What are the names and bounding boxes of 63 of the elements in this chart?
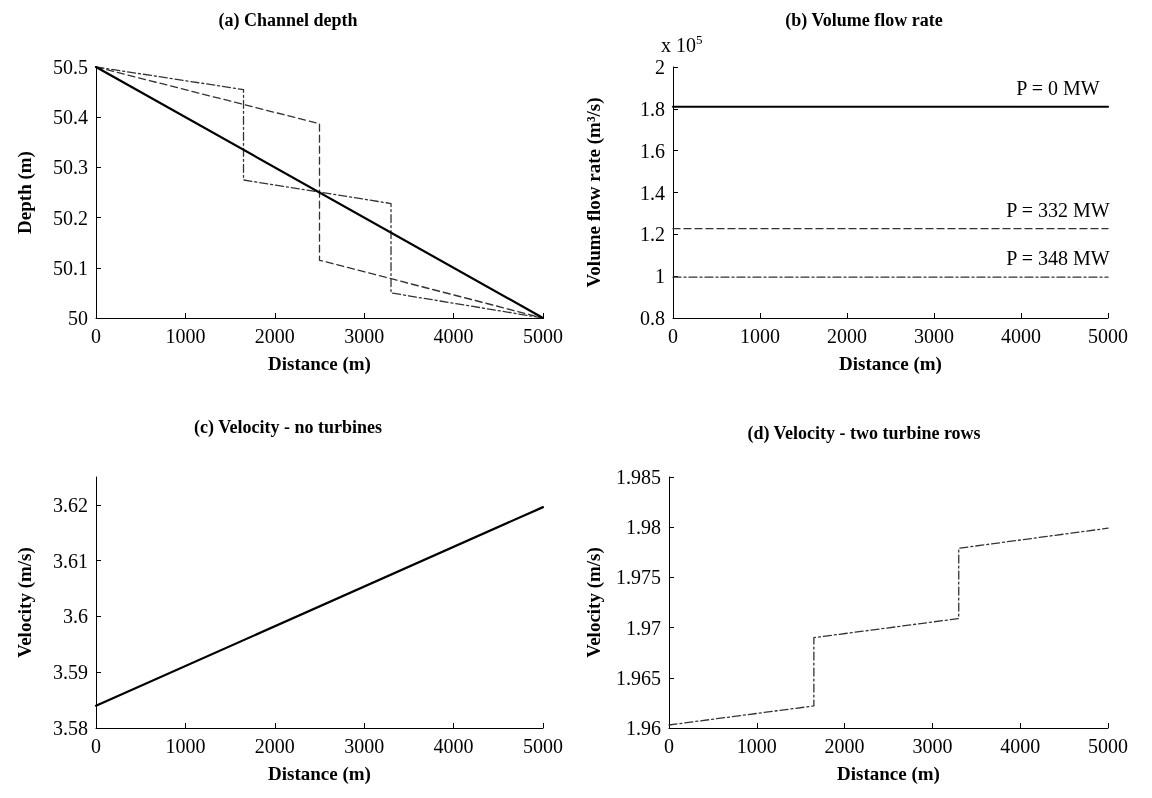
x-tick-label: 2000: [827, 325, 867, 347]
x-tick-label: 0: [91, 325, 101, 347]
x-tick-label: 5000: [1088, 325, 1128, 347]
series-label: P = 332 MW: [1006, 198, 1110, 221]
y-tick-label: 1.985: [616, 466, 661, 488]
y-tick-label: 2: [655, 56, 665, 78]
y-tick-label: 50.1: [53, 256, 88, 279]
y-tick-label: 1: [655, 265, 665, 288]
x-tick-label: 0: [91, 735, 101, 757]
x-tick-label: 1000: [740, 325, 780, 347]
y-tick-label: 50: [68, 307, 88, 329]
y-tick-label: 3.62: [53, 493, 88, 516]
x-axis-title: Distance (m): [268, 763, 371, 785]
x-tick-label: 5000: [523, 325, 563, 347]
x-tick-label: 2000: [254, 325, 295, 347]
x-tick-label: 3000: [344, 325, 385, 347]
series-label: P = 0 MW: [1016, 76, 1100, 99]
x-tick-label: 4000: [1000, 735, 1041, 757]
x-tick-label: 3000: [914, 325, 954, 347]
y-tick-label: 1.6: [640, 139, 665, 162]
x-tick-label: 2000: [824, 735, 865, 757]
x-tick-label: 4000: [1001, 325, 1041, 347]
chart-title: (a) Channel depth: [218, 10, 358, 31]
y-axis-title: Velocity (m/s): [583, 547, 605, 658]
y-tick-label: 0.8: [640, 307, 665, 329]
y-tick-label: 1.97: [626, 616, 661, 639]
x-axis-title: Distance (m): [837, 763, 940, 785]
y-tick-label: 1.8: [640, 97, 665, 120]
y-tick-label: 3.61: [53, 549, 88, 572]
y-tick-label: 1.965: [616, 666, 661, 689]
y-tick-label: 50.5: [53, 56, 88, 78]
x-tick-label: 1000: [736, 735, 777, 757]
x-axis-title: Distance (m): [268, 353, 371, 375]
x-tick-label: 5000: [523, 735, 563, 757]
x-tick-label: 1000: [165, 735, 206, 757]
x-tick-label: 5000: [1088, 735, 1128, 757]
x-tick-label: 2000: [254, 735, 295, 757]
y-tick-label: 1.2: [640, 223, 665, 246]
chart-title: (b) Volume flow rate: [785, 10, 943, 31]
chart-title: (d) Velocity - two turbine rows: [747, 423, 981, 444]
chart-title: (c) Velocity - no turbines: [194, 417, 382, 438]
y-axis-title: Depth (m): [14, 151, 36, 234]
y-tick-label: 3.59: [53, 661, 88, 684]
y-tick-label: 50.4: [53, 106, 88, 129]
x-axis-title: Distance (m): [839, 353, 942, 375]
x-tick-label: 3000: [344, 735, 385, 757]
x-tick-label: 4000: [433, 325, 474, 347]
y-tick-label: 50.3: [53, 156, 88, 179]
x-tick-label: 0: [664, 735, 674, 757]
y-tick-label: 1.98: [626, 516, 661, 539]
y-tick-label: 3.58: [53, 717, 88, 739]
x-tick-label: 3000: [912, 735, 953, 757]
y-tick-label: 1.4: [640, 181, 665, 204]
y-tick-label: 50.2: [53, 206, 88, 229]
y-tick-label: 1.96: [626, 717, 661, 739]
y-tick-label: 3.6: [63, 605, 88, 628]
y-tick-label: 1.975: [616, 566, 661, 589]
series-label: P = 348 MW: [1006, 247, 1110, 270]
x-tick-label: 0: [668, 325, 678, 347]
y-axis-title: Velocity (m/s): [14, 547, 36, 658]
y-axis-title: Volume flow rate (m³/s): [583, 97, 605, 288]
x-tick-label: 4000: [433, 735, 474, 757]
x-tick-label: 1000: [165, 325, 206, 347]
